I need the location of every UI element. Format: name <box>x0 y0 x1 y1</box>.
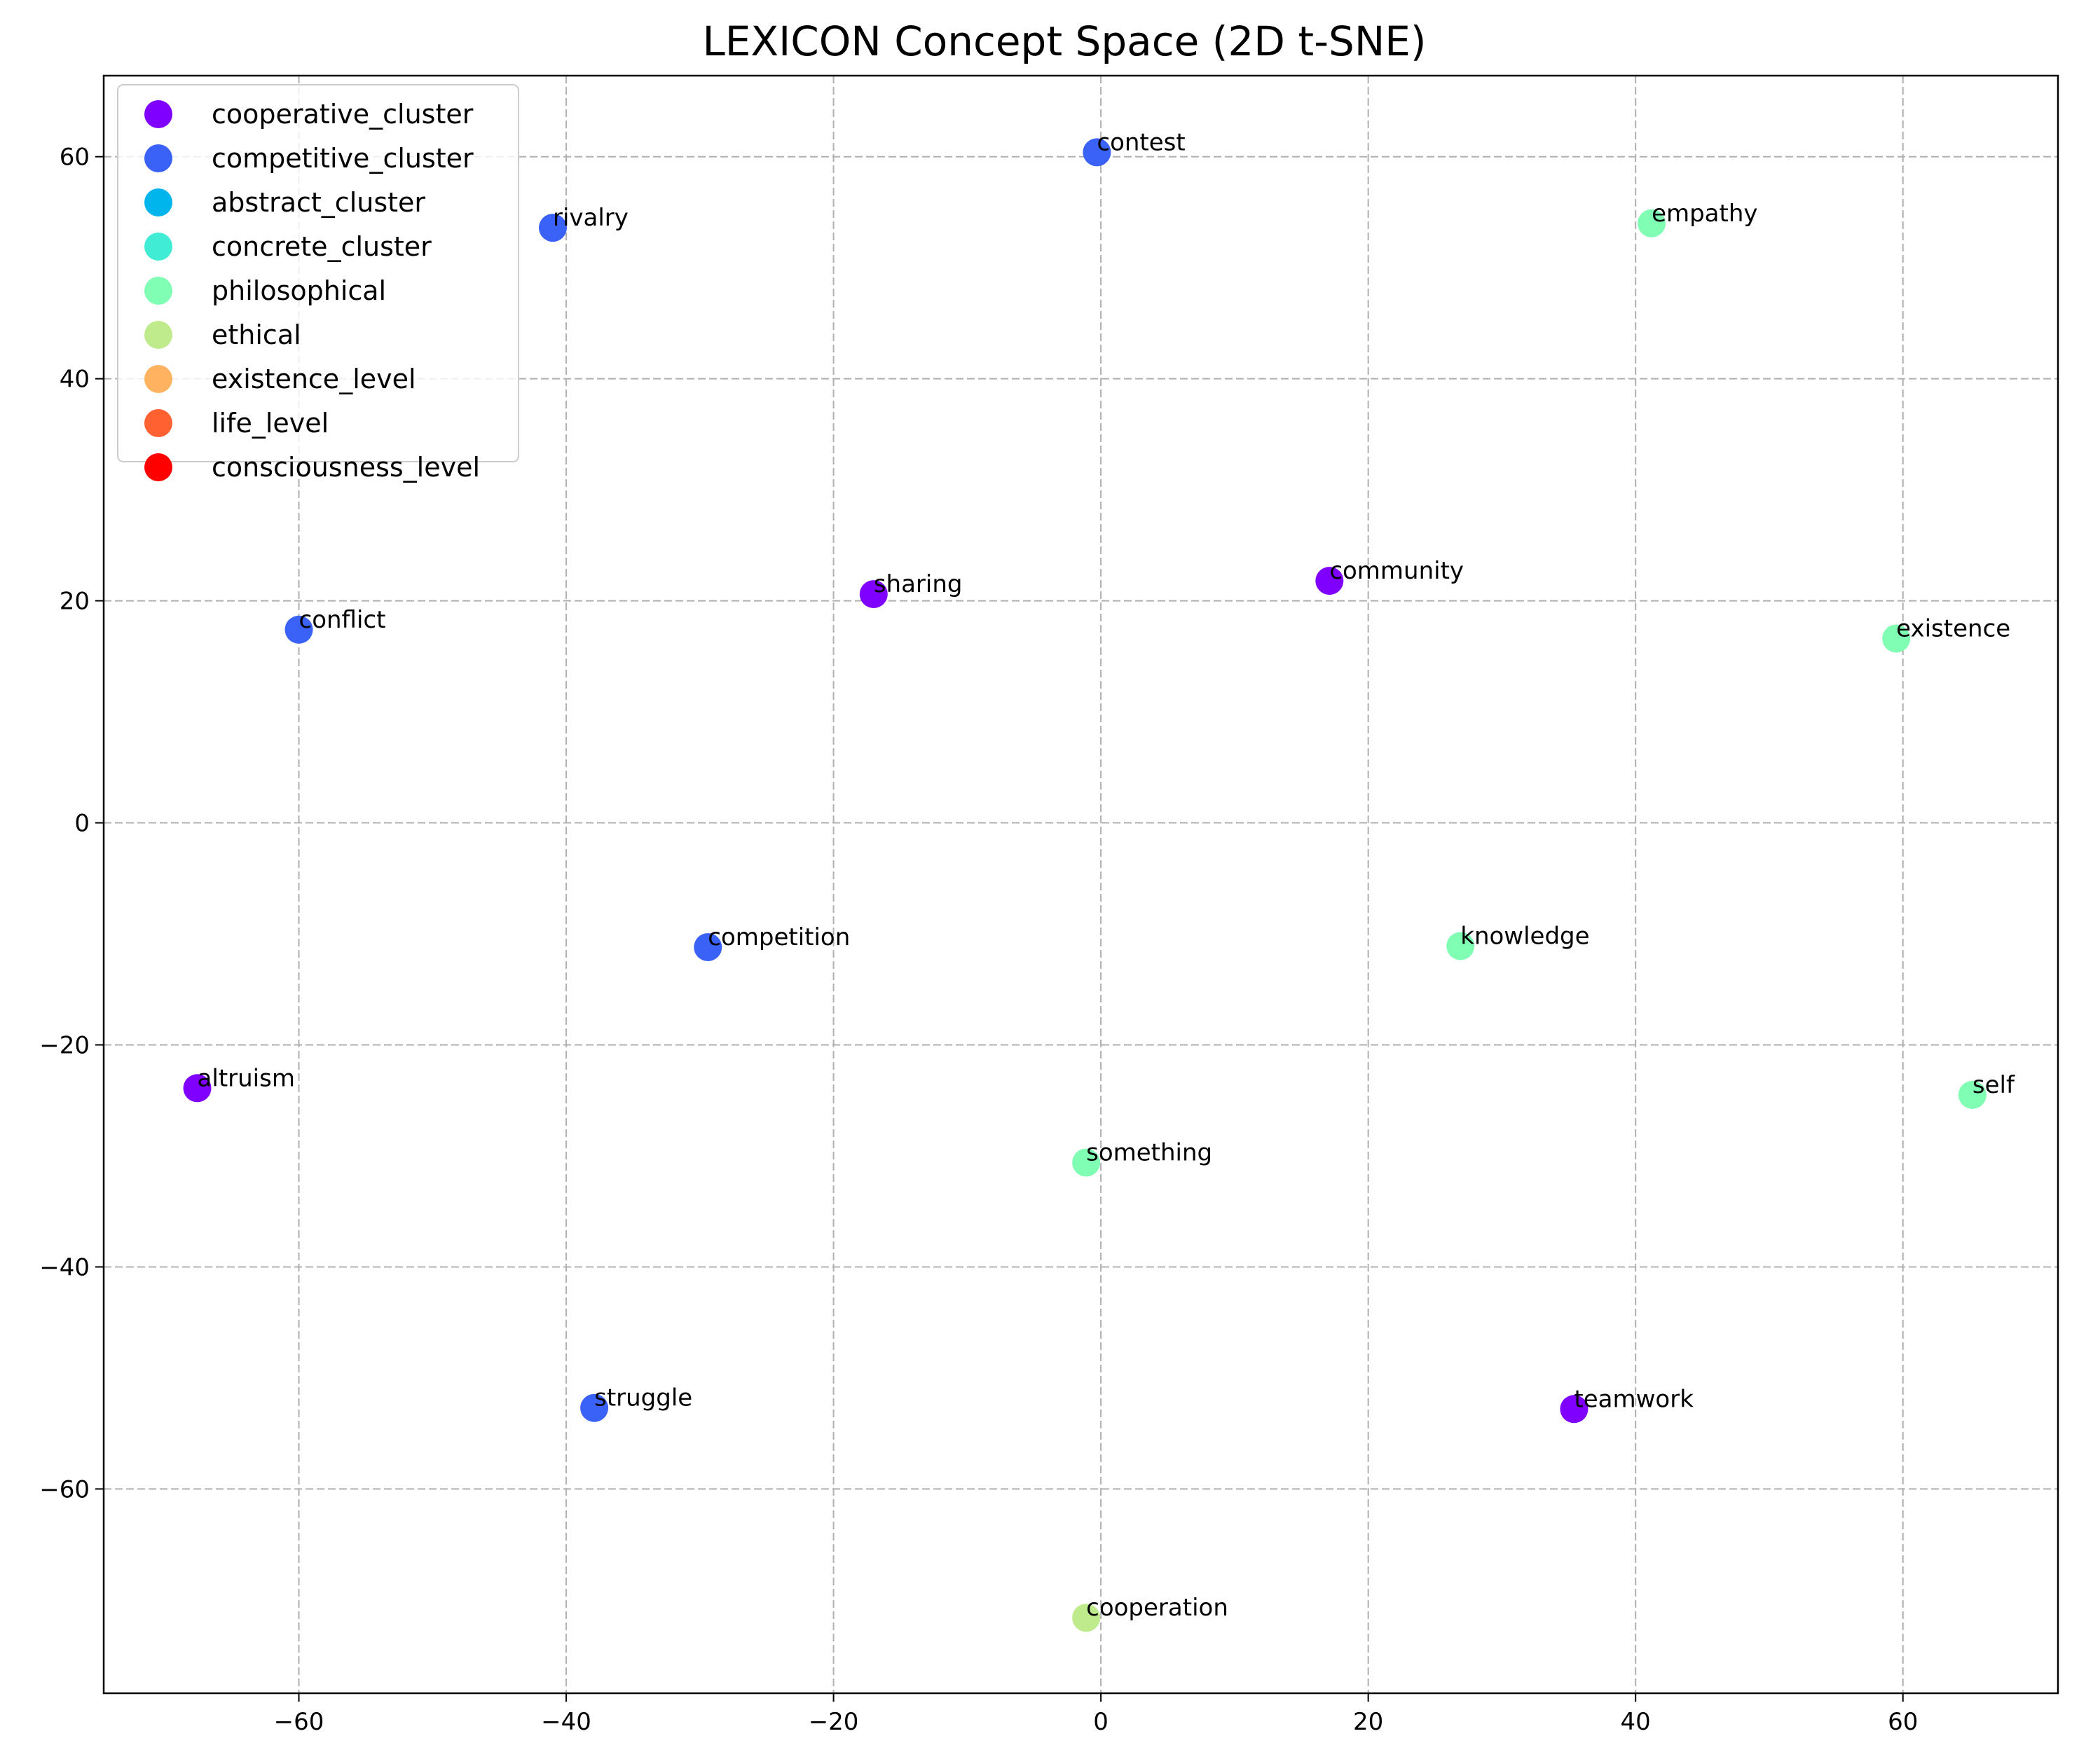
legend-label-existence_level: existence_level <box>212 364 416 394</box>
point-label-contest: contest <box>1097 128 1185 156</box>
scatter-point-sharing <box>859 580 888 609</box>
plot-frame <box>102 74 2059 1695</box>
point-label-knowledge: knowledge <box>1460 922 1589 950</box>
scatter-point-teamwork <box>1560 1395 1589 1424</box>
scatter-point-empathy <box>1638 209 1666 237</box>
x-tick-label: 20 <box>1353 1708 1383 1736</box>
tick-layer: −60 −40 −20 0 20 40 60 −60 −40 −20 0 20 40 60 <box>39 144 1918 1736</box>
x-tick-label: 0 <box>1093 1708 1109 1736</box>
point-label-competition: competition <box>708 923 850 951</box>
legend-label-ethical: ethical <box>212 319 301 350</box>
legend-marker-competitive_cluster <box>144 144 172 172</box>
point-layer <box>183 138 1987 1632</box>
point-label-teamwork: teamwork <box>1574 1385 1694 1413</box>
scatter-point-cooperation <box>1072 1604 1101 1632</box>
scatter-point-competition <box>694 933 722 962</box>
legend-marker-life_level <box>144 409 172 437</box>
scatter-point-conflict <box>284 615 313 644</box>
scatter-point-struggle <box>580 1393 609 1422</box>
y-tick-label: −20 <box>39 1031 90 1059</box>
point-label-something: something <box>1086 1138 1212 1166</box>
legend-marker-concrete_cluster <box>144 233 172 261</box>
y-tick-label: −40 <box>39 1253 90 1281</box>
legend-marker-consciousness_level <box>144 453 172 481</box>
legend-label-concrete_cluster: concrete_cluster <box>212 231 432 262</box>
x-tick-label: 60 <box>1888 1708 1918 1736</box>
point-label-sharing: sharing <box>874 570 963 598</box>
y-tick-label: 0 <box>74 810 90 838</box>
scatter-point-rivalry <box>538 214 567 242</box>
scatter-point-self <box>1958 1080 1987 1109</box>
scatter-point-knowledge <box>1446 932 1475 960</box>
x-tick-label: −60 <box>274 1708 324 1736</box>
x-tick-label: −40 <box>541 1708 591 1736</box>
y-tick-label: 20 <box>60 588 90 616</box>
legend-label-philosophical: philosophical <box>212 275 386 306</box>
point-label-cooperation: cooperation <box>1086 1594 1228 1622</box>
point-label-existence: existence <box>1896 614 2010 642</box>
point-label-community: community <box>1329 557 1464 585</box>
scatter-point-existence <box>1882 624 1911 653</box>
point-label-conflict: conflict <box>299 606 386 634</box>
x-tick-label: 40 <box>1621 1708 1651 1736</box>
legend: cooperative_cluster competitive_clusterab… <box>117 84 519 483</box>
scatter-point-something <box>1072 1148 1101 1177</box>
chart-title: LEXICON Concept Space (2D t-SNE) <box>702 18 1426 65</box>
legend-marker-cooperative_cluster <box>144 100 172 128</box>
scatter-point-altruism <box>183 1074 212 1103</box>
grid-layer <box>104 76 2058 1693</box>
point-label-struggle: struggle <box>594 1384 692 1412</box>
x-tick-label: −20 <box>809 1708 859 1736</box>
legend-label-cooperative_cluster: cooperative_cluster <box>212 99 474 130</box>
y-tick-label: −60 <box>39 1475 90 1503</box>
point-label-rivalry: rivalry <box>553 204 629 232</box>
point-label-empathy: empathy <box>1652 200 1757 228</box>
point-label-altruism: altruism <box>198 1064 295 1092</box>
y-tick-label: 40 <box>60 366 90 394</box>
legend-label-competitive_cluster: competitive_cluster <box>212 143 474 174</box>
point-label-layer: sharing community altruism teamwork contest r… <box>198 128 2015 1622</box>
legend-marker-existence_level <box>144 365 172 393</box>
legend-marker-philosophical <box>144 277 172 305</box>
legend-marker-ethical <box>144 321 172 349</box>
legend-label-life_level: life_level <box>212 408 329 439</box>
y-tick-label: 60 <box>60 144 90 172</box>
legend-box <box>117 84 519 462</box>
scatter-point-contest <box>1083 138 1111 167</box>
legend-label-consciousness_level: consciousness_level <box>212 452 480 483</box>
legend-marker-abstract_cluster <box>144 188 172 216</box>
point-label-self: self <box>1972 1071 2015 1099</box>
legend-label-abstract_cluster: abstract_cluster <box>212 187 425 218</box>
scatter-point-community <box>1315 567 1344 595</box>
